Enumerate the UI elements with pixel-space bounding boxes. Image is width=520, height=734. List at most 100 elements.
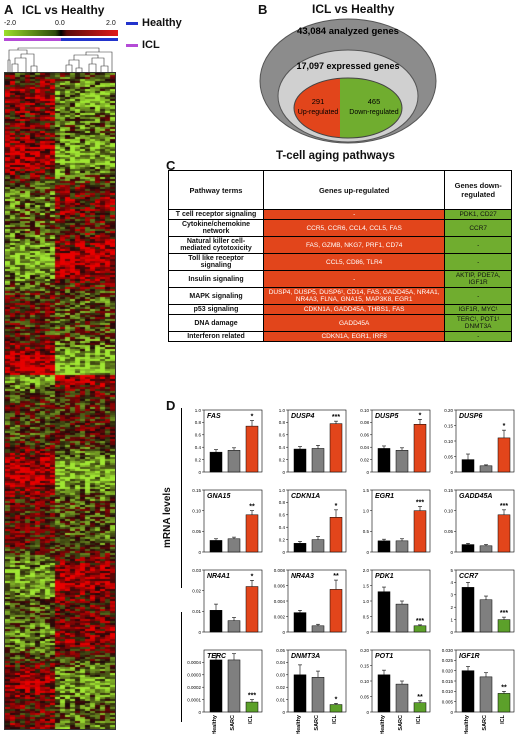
y-tick-label: 1.5 xyxy=(363,583,370,588)
chart-title: POT1 xyxy=(375,653,393,660)
significance-marker: *** xyxy=(500,610,508,617)
table-row: p53 signaling CDKN1A, GADD45A, THBS1, FAS… xyxy=(168,304,512,315)
bar xyxy=(329,589,343,633)
table-row: Insulin signaling - AKTIP, PDE7A, IGF1R xyxy=(168,270,512,288)
y-tick-label: 0.05 xyxy=(444,529,453,534)
genes-up-cell: CDKN1A, GADD45A, THBS1, FAS xyxy=(262,304,446,315)
healthy-group-bar xyxy=(61,38,118,41)
y-tick-label: 0.10 xyxy=(360,408,369,413)
bar xyxy=(245,425,259,473)
genes-up-cell: FAS, GZMB, NKG7, PRF1, CD74 xyxy=(262,236,446,254)
y-tick-label: 0.03 xyxy=(276,673,285,678)
chart-title: GNA15 xyxy=(207,493,230,500)
bar xyxy=(497,437,511,473)
icl-group-bar xyxy=(4,38,61,41)
y-tick-label: 0 xyxy=(282,630,285,635)
y-tick-label: 0.002 xyxy=(274,614,286,619)
bar xyxy=(461,670,475,713)
x-tick-label: SARC xyxy=(398,715,404,731)
panel-a-title: ICL vs Healthy xyxy=(22,3,105,17)
y-tick-label: 0.2 xyxy=(195,457,202,462)
venn-diagram: 43,084 analyzed genes 17,097 expressed g… xyxy=(259,18,437,144)
chart-title: DUSP4 xyxy=(291,413,314,420)
bar xyxy=(377,674,391,713)
y-tick-label: 0.8 xyxy=(195,420,202,425)
y-tick-label: 0.5 xyxy=(363,529,370,534)
y-tick-label: 0 xyxy=(282,710,285,715)
healthy-legend-label: Healthy xyxy=(142,17,182,29)
y-tick-label: 0.05 xyxy=(444,454,453,459)
scale-mid-label: 0.0 xyxy=(55,20,65,27)
significance-marker: *** xyxy=(248,693,256,700)
bar xyxy=(395,603,409,633)
icl-legend-swatch xyxy=(126,44,138,47)
genes-down-cell: AKTIP, PDE7A, IGF1R xyxy=(444,270,512,288)
healthy-legend-swatch xyxy=(126,22,138,25)
x-tick-label: Healthy xyxy=(464,714,470,734)
bar xyxy=(245,514,259,553)
x-tick-label: SARC xyxy=(230,715,236,731)
up-count-text: 291 xyxy=(312,97,325,106)
y-tick-label: 0.02 xyxy=(360,457,369,462)
significance-marker: *** xyxy=(332,414,340,421)
chart-title: DUSP5 xyxy=(375,413,398,420)
chart-title: PDK1 xyxy=(375,573,394,580)
significance-marker: ** xyxy=(501,684,507,691)
bar xyxy=(329,517,343,553)
bar xyxy=(377,540,391,553)
analyzed-genes-text: 43,084 analyzed genes xyxy=(297,26,399,37)
y-tick-label: 0.01 xyxy=(192,609,201,614)
y-tick-label: 0.15 xyxy=(444,488,453,493)
bar xyxy=(497,619,511,633)
chart-title: GADD45A xyxy=(459,493,492,500)
y-tick-label: 0.01 xyxy=(276,697,285,702)
significance-marker: *** xyxy=(500,503,508,510)
y-tick-label: 0.15 xyxy=(444,423,453,428)
bar xyxy=(413,424,427,473)
y-tick-label: 1.0 xyxy=(363,508,370,513)
significance-marker: * xyxy=(419,412,422,419)
y-tick-label: 0 xyxy=(366,470,369,475)
header-genes-down: Genes down-regulated xyxy=(444,170,512,210)
significance-marker: * xyxy=(251,414,254,421)
axis-bracket-bottom xyxy=(181,612,182,722)
x-tick-label: Healthy xyxy=(380,714,386,734)
bar xyxy=(479,599,493,633)
chart-title: EGR1 xyxy=(375,493,394,500)
genes-up-cell: CDKN1A, EGR1, IRF8 xyxy=(262,331,446,342)
y-tick-label: 0.20 xyxy=(360,648,369,653)
chart-title: IGF1R xyxy=(459,653,480,660)
bar xyxy=(293,612,307,633)
y-tick-label: 0.6 xyxy=(279,433,286,438)
y-tick-label: 3 xyxy=(450,593,453,598)
x-tick-label: Healthy xyxy=(212,714,218,734)
y-tick-label: 0.2 xyxy=(279,457,286,462)
chart-title: TERC xyxy=(207,653,227,660)
bar xyxy=(227,450,241,473)
bar xyxy=(293,674,307,713)
y-tick-label: 0.005 xyxy=(442,699,454,704)
significance-marker: ** xyxy=(333,573,339,580)
y-tick-label: 0.4 xyxy=(279,525,286,530)
bar xyxy=(461,544,475,553)
y-tick-label: 0.20 xyxy=(444,408,453,413)
y-tick-label: 0.8 xyxy=(279,420,286,425)
y-tick-label: 0.2 xyxy=(279,537,286,542)
genes-up-cell: - xyxy=(262,270,446,288)
genes-up-cell: CCL5, CD86, TLR4 xyxy=(262,253,446,271)
y-tick-label: 0.15 xyxy=(360,663,369,668)
y-tick-label: 0.025 xyxy=(442,658,454,663)
panel-a-label: A xyxy=(4,2,14,17)
y-tick-label: 0.04 xyxy=(276,660,285,665)
significance-marker: * xyxy=(335,696,338,703)
y-tick-label: 0.10 xyxy=(444,439,453,444)
y-tick-label: 0.05 xyxy=(192,529,201,534)
pathway-term: Interferon related xyxy=(168,331,264,342)
table-row: Cytokine/chemokine network CCR5, CCR6, CC… xyxy=(168,219,512,237)
y-tick-label: 0.008 xyxy=(274,568,286,573)
genes-down-cell: - xyxy=(444,253,512,271)
genes-down-cell: IGF1R, MYC¹ xyxy=(444,304,512,315)
y-tick-label: 0.08 xyxy=(360,420,369,425)
y-tick-label: 0.10 xyxy=(192,508,201,513)
y-tick-label: 0 xyxy=(198,630,201,635)
